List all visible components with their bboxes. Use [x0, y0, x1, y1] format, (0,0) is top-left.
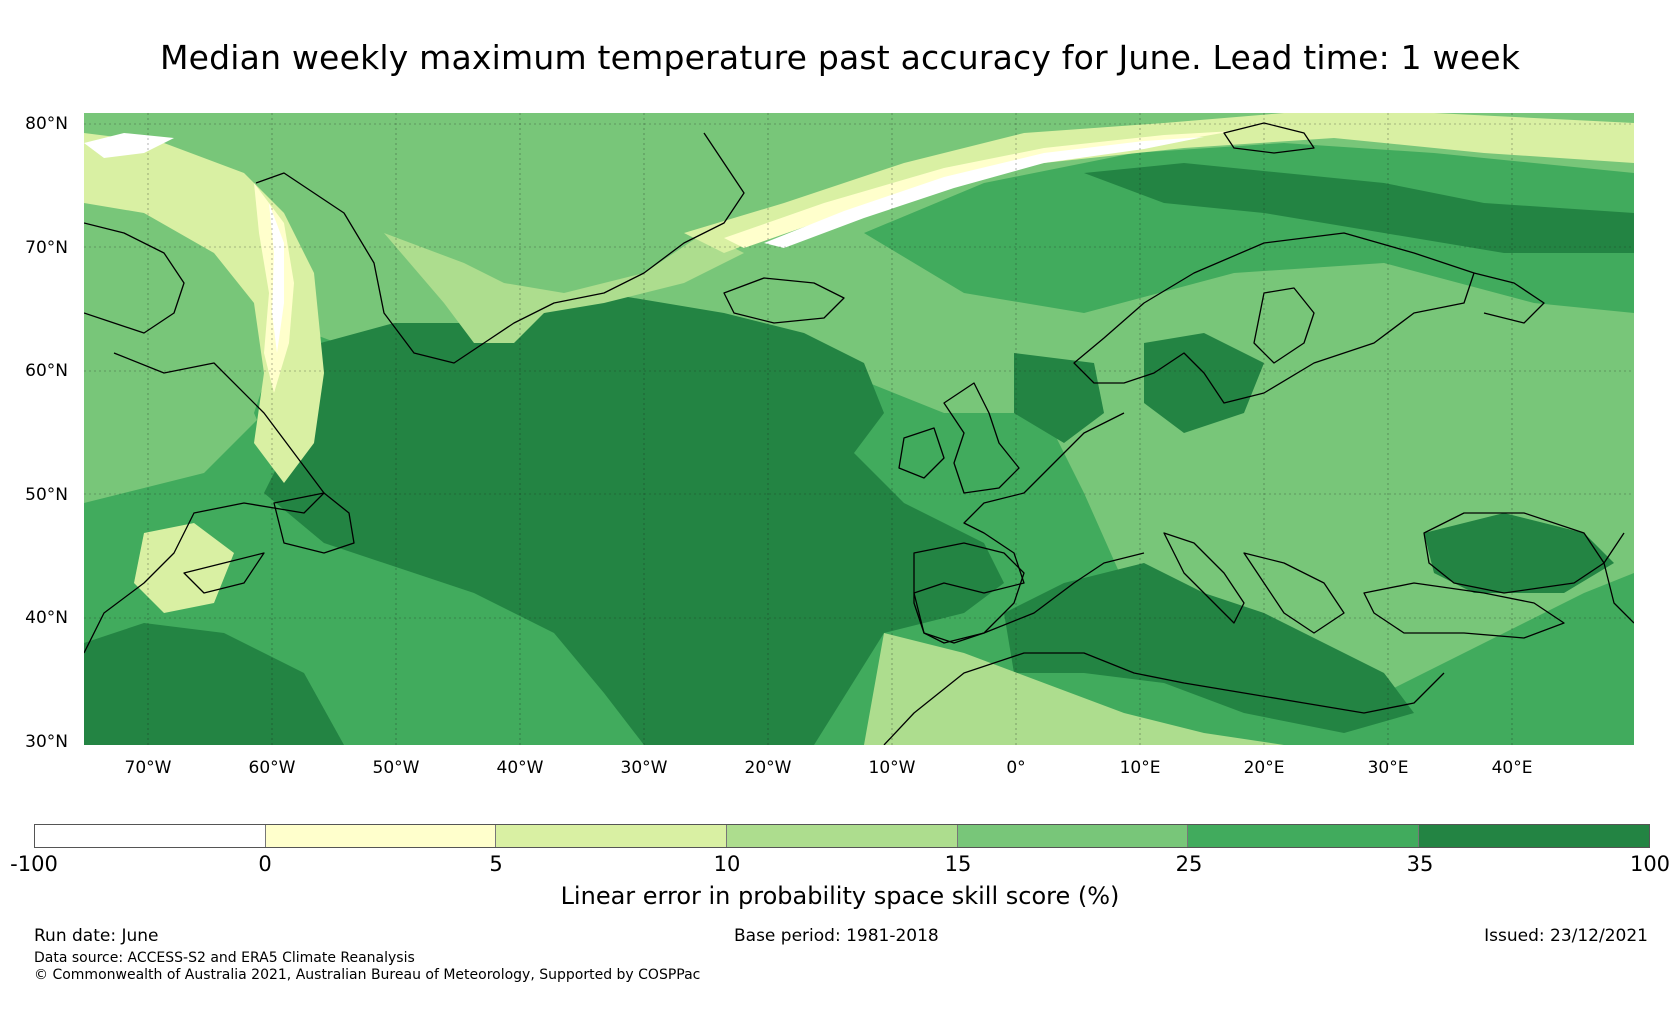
- run-date: Run date: June: [34, 926, 159, 946]
- lon-label-30w: 30°W: [620, 758, 668, 778]
- colorbar-tick-25: 25: [1175, 852, 1203, 876]
- lon-label-70w: 70°W: [124, 758, 172, 778]
- colorbar-segment-10-15: [726, 825, 958, 847]
- lon-label-40e: 40°E: [1491, 758, 1533, 778]
- colorbar-segment-negative: [35, 825, 266, 847]
- coastline-nova-scotia: [183, 552, 265, 594]
- lon-label-50w: 50°W: [372, 758, 420, 778]
- map-canvas: [84, 113, 1634, 745]
- colorbar-tick-35: 35: [1406, 852, 1434, 876]
- coastline-iberia: [913, 542, 1025, 644]
- coastline-greenland: [255, 132, 745, 364]
- colorbar-segment-15-25: [957, 825, 1189, 847]
- colorbar-segment-35-100: [1418, 825, 1649, 847]
- lon-label-10w: 10°W: [868, 758, 916, 778]
- map-title: Median weekly maximum temperature past a…: [159, 38, 1521, 77]
- colorbar-segment-5-10: [496, 825, 727, 847]
- coastline-italy: [1163, 532, 1245, 624]
- coastline-labrador: [84, 352, 325, 654]
- lat-label-80n: 80°N: [25, 114, 68, 134]
- colorbar-tick-10: 10: [713, 852, 741, 876]
- issued-date: Issued: 23/12/2021: [1484, 926, 1648, 946]
- graticule: [84, 113, 1634, 745]
- coastline-svalbard: [1223, 122, 1315, 154]
- colorbar: [34, 824, 1650, 848]
- coastline-turkey: [1363, 582, 1565, 639]
- coastline-baffin-island: [84, 222, 185, 334]
- skill-region-negative-ice: [764, 137, 1204, 248]
- lat-label-60n: 60°N: [25, 361, 68, 381]
- skill-region-35-100-north-sea: [1014, 353, 1104, 443]
- lon-label-30e: 30°E: [1367, 758, 1409, 778]
- skill-region-negative-baffin: [269, 203, 284, 353]
- skill-region-5-10-east-coast: [134, 523, 234, 613]
- colorbar-tick-0: 0: [258, 852, 272, 876]
- lon-label-40w: 40°W: [496, 758, 544, 778]
- coastline-white-sea: [1473, 272, 1545, 324]
- colorbar-label: Linear error in probability space skill …: [560, 882, 1120, 910]
- lat-label-70n: 70°N: [25, 238, 68, 258]
- skill-region-0-5-ice-edge: [724, 131, 1234, 248]
- copyright: © Commonwealth of Australia 2021, Austra…: [34, 967, 701, 983]
- data-source: Data source: ACCESS-S2 and ERA5 Climate …: [34, 950, 415, 966]
- skill-region-negative-arctic-nw: [84, 133, 174, 158]
- skill-region-35-100-atlantic: [264, 293, 1004, 745]
- lon-label-20w: 20°W: [744, 758, 792, 778]
- skill-region-25-35-north: [864, 143, 1634, 313]
- lon-label-10e: 10°E: [1119, 758, 1161, 778]
- coastline-ireland: [898, 427, 945, 479]
- coastline-great-britain: [943, 382, 1020, 494]
- skill-region-35-100-baltic: [1144, 333, 1264, 433]
- colorbar-tick-15: 15: [944, 852, 972, 876]
- skill-region-35-100-black-sea: [1424, 513, 1614, 593]
- lon-label-20e: 20°E: [1243, 758, 1285, 778]
- skill-region-10-15-greenland-coast: [384, 233, 744, 343]
- coastline-western-europe: [913, 412, 1145, 644]
- skill-score-map: [84, 113, 1634, 745]
- coastlines: [84, 122, 1634, 745]
- lon-label-0: 0°: [1006, 758, 1026, 778]
- skill-region-10-15-northwest-africa: [864, 633, 1284, 745]
- colorbar-tick-100: 100: [1629, 852, 1671, 876]
- coastline-scandinavia: [1073, 232, 1475, 404]
- coastline-iceland: [723, 277, 845, 324]
- colorbar-tick--100: -100: [10, 852, 58, 876]
- colorbar-tick-5: 5: [489, 852, 503, 876]
- lat-label-50n: 50°N: [25, 485, 68, 505]
- lon-label-60w: 60°W: [248, 758, 296, 778]
- lat-label-40n: 40°N: [25, 608, 68, 628]
- coastline-newfoundland: [273, 492, 355, 554]
- coastline-balkans-greece: [1243, 552, 1345, 634]
- colorbar-segment-25-35: [1188, 825, 1419, 847]
- lat-label-30n: 30°N: [25, 732, 68, 752]
- colorbar-segment-0-5: [265, 825, 497, 847]
- coastline-north-africa: [883, 652, 1445, 745]
- coastline-caspian-west: [1603, 532, 1634, 624]
- skill-region-35-100-barents: [1084, 163, 1634, 253]
- skill-region-35-100-southwest: [84, 623, 344, 745]
- skill-region-35-100-mediterranean: [1004, 563, 1414, 733]
- coastline-black-sea: [1423, 512, 1605, 594]
- coastline-finland: [1253, 287, 1315, 364]
- base-period: Base period: 1981-2018: [734, 926, 939, 946]
